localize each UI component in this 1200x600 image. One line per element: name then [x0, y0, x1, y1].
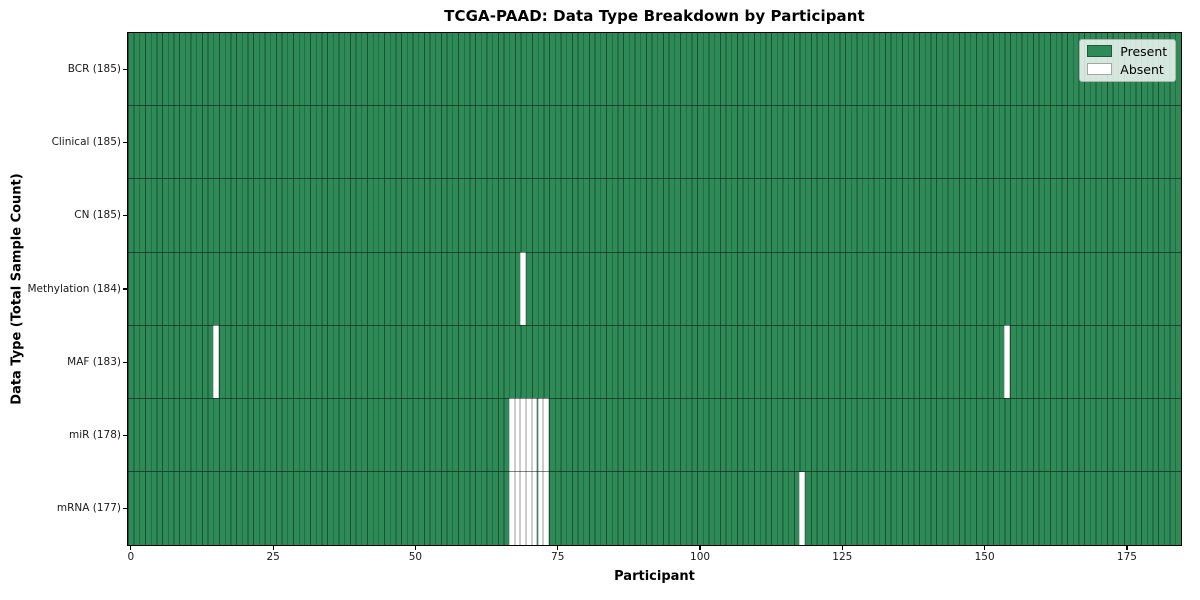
y-tick-label: Clinical (185) — [51, 136, 121, 149]
absent-bar — [526, 471, 532, 545]
absent-bar — [520, 398, 527, 472]
absent-bar — [514, 398, 521, 472]
data-row-cn — [127, 178, 1181, 253]
legend-label-absent: Absent — [1120, 61, 1164, 77]
x-axis-label: Participant — [614, 569, 695, 584]
x-tick-mark — [984, 546, 986, 550]
x-tick-mark — [557, 546, 559, 550]
y-tick-mark — [123, 288, 127, 290]
data-row-maf — [127, 325, 1181, 399]
legend-item-absent: Absent — [1087, 63, 1167, 76]
data-row-mrna — [127, 471, 1181, 545]
y-tick-label: miR (178) — [68, 428, 121, 441]
x-tick-mark — [272, 546, 274, 550]
legend-item-present: Present — [1087, 45, 1167, 58]
x-tick-label: 125 — [832, 551, 853, 563]
absent-bar — [509, 471, 515, 545]
data-row-clinical — [127, 105, 1181, 179]
absent-bar — [514, 471, 521, 545]
absent-bar — [520, 252, 527, 326]
absent-bar — [509, 398, 515, 472]
x-tick-label: 50 — [408, 551, 423, 563]
plot-area: Present Absent — [126, 31, 1182, 546]
data-row-bcr — [127, 32, 1181, 106]
absent-bar — [531, 471, 538, 545]
y-tick-label: CN (185) — [74, 209, 121, 222]
absent-bar — [520, 471, 527, 545]
x-tick-mark — [699, 546, 701, 550]
x-tick-mark — [841, 546, 843, 550]
absent-bar — [537, 398, 544, 472]
x-tick-label: 75 — [551, 551, 565, 563]
absent-bar — [799, 471, 806, 545]
y-tick-label: BCR (185) — [67, 63, 121, 76]
y-tick-mark — [123, 142, 127, 144]
y-tick-mark — [123, 434, 127, 436]
x-tick-label: 100 — [690, 551, 711, 563]
present-swatch-icon — [1087, 45, 1113, 58]
x-tick-label: 150 — [974, 551, 995, 563]
x-tick-label: 0 — [127, 551, 135, 563]
absent-bar — [531, 398, 538, 472]
data-row-methylation — [127, 252, 1181, 326]
absent-bar — [213, 325, 219, 399]
x-tick-mark — [130, 546, 132, 550]
y-tick-mark — [123, 507, 127, 510]
data-row-mir — [127, 398, 1181, 472]
y-tick-mark — [123, 361, 127, 363]
y-tick-label: Methylation (184) — [27, 282, 121, 295]
x-tick-label: 175 — [1116, 551, 1137, 563]
absent-swatch-icon — [1087, 63, 1113, 76]
x-tick-label: 25 — [266, 551, 280, 563]
absent-bar — [543, 398, 549, 472]
chart-title: TCGA-PAAD: Data Type Breakdown by Partic… — [444, 7, 865, 25]
x-tick-mark — [1126, 546, 1128, 550]
y-tick-mark — [123, 68, 127, 71]
absent-bar — [537, 471, 544, 545]
absent-bar — [526, 398, 532, 472]
y-tick-mark — [123, 215, 127, 217]
y-tick-label: MAF (183) — [67, 355, 121, 368]
legend: Present Absent — [1079, 38, 1177, 82]
legend-label-present: Present — [1120, 43, 1168, 59]
absent-bar — [543, 471, 549, 545]
x-tick-mark — [414, 546, 417, 550]
rows-layer — [127, 32, 1181, 545]
y-tick-label: mRNA (177) — [56, 501, 121, 514]
absent-bar — [1004, 325, 1010, 399]
